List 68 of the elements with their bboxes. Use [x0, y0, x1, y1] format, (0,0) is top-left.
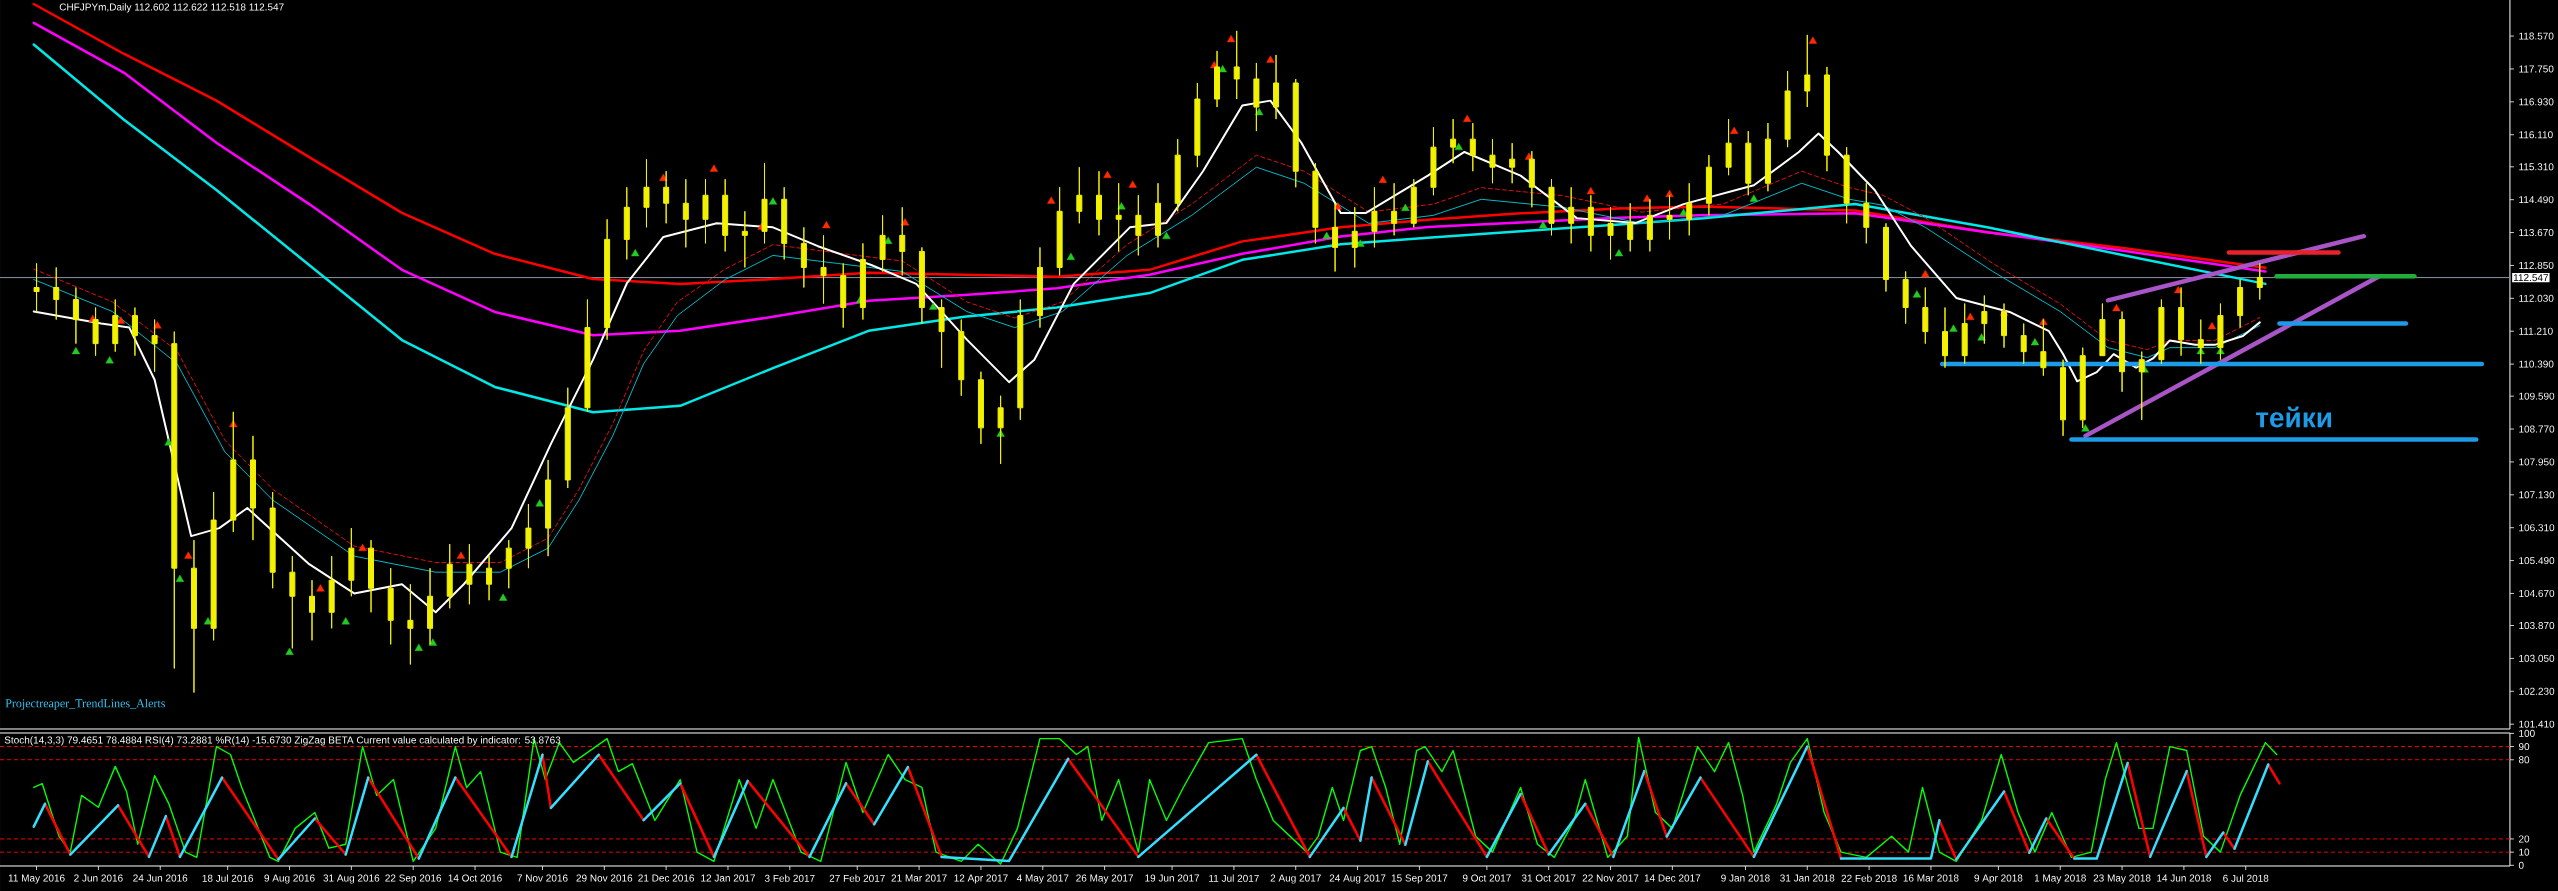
ref-line-label: 112.547	[2513, 274, 2549, 282]
y-tick-label: 106.310	[2519, 524, 2555, 532]
x-tick-label: 16 Mar 2018	[1903, 874, 1959, 882]
x-tick-label: 15 Sep 2017	[1391, 874, 1448, 884]
x-tick-label: 18 Jul 2016	[202, 874, 254, 882]
y-tick-label: 118.570	[2519, 32, 2554, 40]
x-tick-label: 22 Sep 2016	[385, 874, 442, 884]
y-tick-label: 10	[2519, 848, 2530, 856]
y-tick-label: 100	[2519, 729, 2535, 737]
y-tick-label: 110.390	[2519, 360, 2554, 368]
x-tick-label: 29 Nov 2016	[576, 874, 633, 882]
y-tick-label: 101.410	[2519, 720, 2555, 728]
y-tick-label: 102.230	[2519, 687, 2555, 695]
x-tick-label: 12 Jan 2017	[701, 874, 755, 882]
x-tick-label: 22 Nov 2017	[1582, 874, 1639, 882]
y-tick-label: 103.050	[2519, 654, 2555, 662]
x-tick-label: 31 Jan 2018	[1780, 874, 1835, 882]
x-tick-label: 9 Aug 2016	[264, 874, 315, 884]
y-tick-label: 20	[2518, 835, 2530, 843]
x-tick-label: 2 Aug 2017	[1270, 874, 1321, 884]
y-tick-label: 114.490	[2519, 196, 2554, 204]
chart-title: CHFJPYm,Daily 112.602 112.622 112.518 112.547	[59, 3, 284, 13]
y-tick-label: 112.030	[2519, 294, 2554, 302]
x-tick-label: 14 Oct 2016	[448, 874, 502, 882]
y-tick-label: 117.750	[2519, 65, 2554, 73]
y-tick-label: 107.950	[2519, 458, 2555, 466]
x-tick-label: 12 Apr 2017	[954, 874, 1008, 884]
x-tick-label: 23 May 2018	[2093, 874, 2151, 884]
y-tick-label: 116.110	[2519, 131, 2553, 139]
y-tick-label: 113.670	[2519, 229, 2554, 237]
y-tick-label: 109.590	[2519, 392, 2555, 400]
y-tick-label: 90	[2518, 743, 2530, 751]
annotation: тейки	[2256, 406, 2332, 428]
x-tick-label: 6 Jul 2018	[2223, 874, 2269, 882]
x-tick-label: 26 May 2017	[1076, 874, 1134, 884]
x-tick-label: 4 May 2017	[1016, 874, 1069, 884]
x-tick-label: 14 Dec 2017	[1644, 874, 1701, 882]
x-tick-label: 21 Dec 2016	[638, 874, 695, 882]
x-tick-label: 7 Nov 2016	[517, 874, 568, 882]
x-tick-label: 9 Oct 2017	[1462, 874, 1511, 882]
x-tick-label: 27 Feb 2017	[829, 874, 885, 882]
y-tick-label: 103.870	[2519, 621, 2555, 630]
x-tick-label: 14 Jun 2018	[2157, 874, 2211, 882]
annotation: Projectreaper_TrendLines_Alerts	[5, 698, 165, 710]
x-tick-label: 1 May 2018	[2034, 874, 2086, 884]
x-tick-label: 24 Aug 2017	[1329, 874, 1386, 884]
x-tick-label: 31 Oct 2017	[1521, 874, 1576, 882]
x-tick-label: 9 Jan 2018	[1721, 874, 1770, 882]
y-tick-label: 80	[2518, 756, 2530, 764]
y-tick-label: 107.130	[2519, 491, 2555, 499]
y-tick-label: 0	[2518, 861, 2524, 869]
x-tick-label: 21 Mar 2017	[891, 874, 947, 882]
y-tick-label: 105.490	[2519, 557, 2555, 565]
x-tick-label: 11 May 2016	[8, 874, 65, 884]
y-tick-label: 111.210	[2519, 327, 2553, 335]
x-tick-label: 2 Jun 2016	[74, 874, 123, 882]
y-tick-label: 116.930	[2519, 98, 2554, 106]
x-tick-label: 19 Jun 2017	[1145, 874, 1200, 882]
x-tick-label: 24 Jun 2016	[133, 874, 188, 882]
y-tick-label: 112.850	[2519, 261, 2554, 269]
y-tick-label: 104.670	[2519, 589, 2555, 597]
x-tick-label: 3 Feb 2017	[764, 874, 815, 882]
x-tick-label: 11 Jul 2017	[1209, 874, 1259, 882]
y-tick-label: 115.310	[2519, 163, 2554, 171]
x-tick-label: 22 Feb 2018	[1841, 874, 1897, 882]
x-tick-label: 9 Apr 2018	[1974, 874, 2023, 884]
x-tick-label: 31 Aug 2016	[323, 874, 380, 884]
y-tick-label: 108.770	[2519, 425, 2555, 433]
